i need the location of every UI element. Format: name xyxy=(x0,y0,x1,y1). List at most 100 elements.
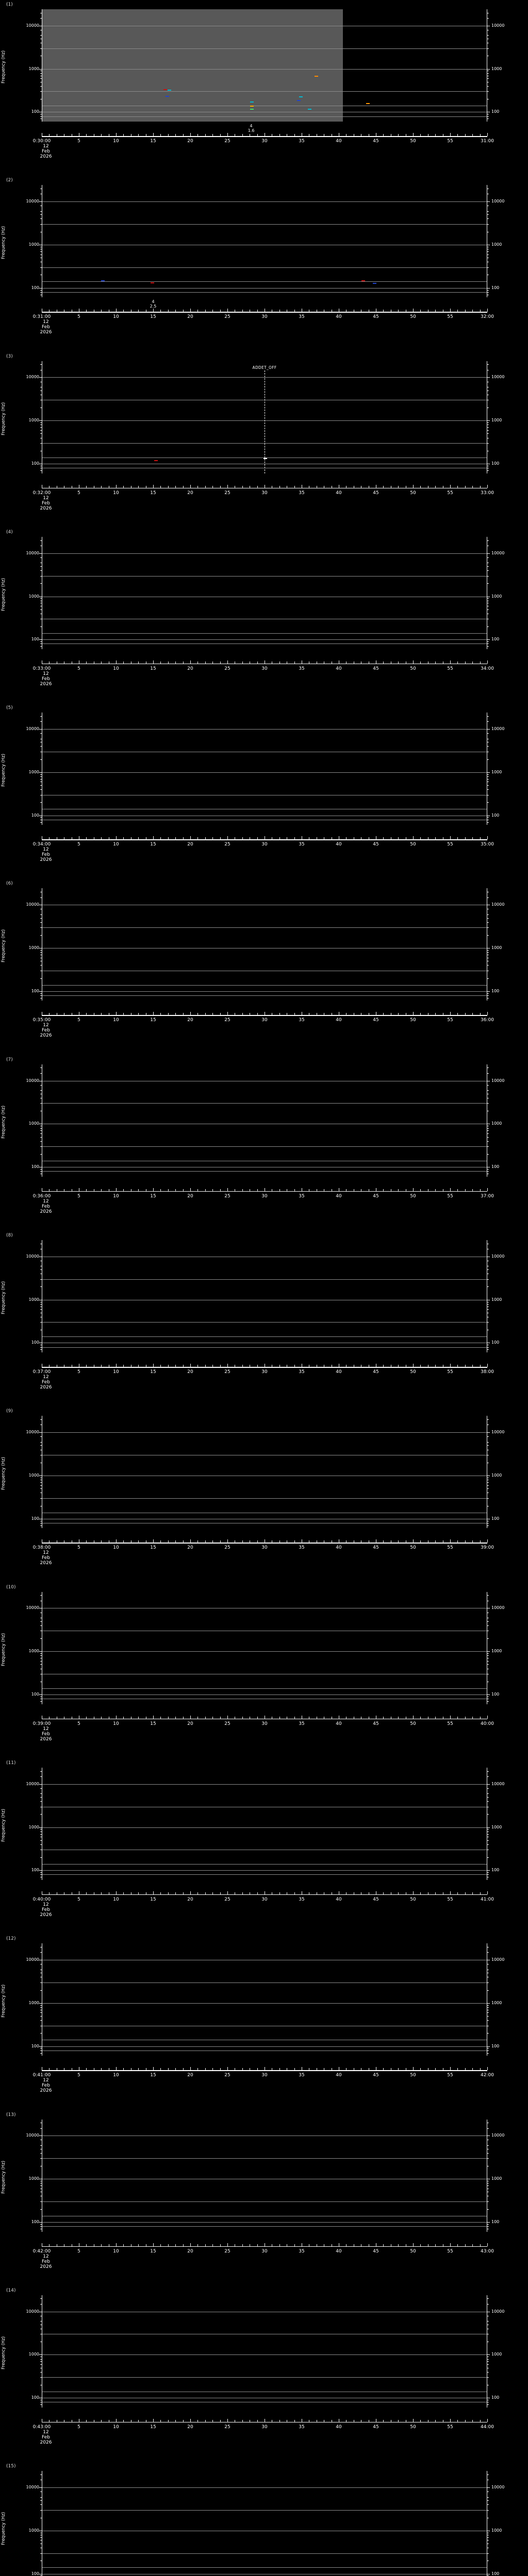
grid-line xyxy=(42,48,487,49)
grid-line xyxy=(42,575,487,577)
x-tick-minor xyxy=(205,661,206,664)
y-tick-minor-right xyxy=(487,290,489,291)
y-axis-title: Frequency (Hz) xyxy=(1,929,6,963)
y-tick-minor-left xyxy=(40,1445,42,1446)
spectrogram-panel: (6) Frequency (Hz) 10000 10000 1000 1000 100 10… xyxy=(0,879,528,1055)
x-tick-minor xyxy=(205,485,206,488)
y-tick-label-left: 1000 xyxy=(28,2000,39,2005)
x-tick-minor xyxy=(420,1013,421,1015)
x-tick-label: 25 xyxy=(224,490,230,496)
x-tick-major xyxy=(116,2418,117,2422)
x-axis-line xyxy=(42,2246,487,2247)
y-tick-minor-right xyxy=(487,1137,489,1138)
date-stack-line: Feb xyxy=(42,1555,50,1561)
x-tick-major xyxy=(450,484,451,488)
x-tick-label: 20 xyxy=(187,1721,193,1726)
y-tick-minor-right xyxy=(487,1771,489,1772)
x-tick-minor xyxy=(398,2068,399,2071)
date-stack-line: Feb xyxy=(42,500,50,506)
y-tick-minor-left xyxy=(40,1349,42,1350)
y-tick-label-right: 1000 xyxy=(491,418,502,423)
x-tick-label: 10 xyxy=(113,842,119,848)
x-tick-label: 5 xyxy=(77,1193,80,1199)
y-tick-minor-left xyxy=(40,1103,42,1104)
y-tick-minor-left xyxy=(40,422,42,423)
y-tick-minor-right xyxy=(487,73,489,74)
x-tick-label: 40 xyxy=(336,314,342,320)
y-tick-minor-right xyxy=(487,1141,489,1142)
x-tick-minor xyxy=(383,134,384,136)
y-tick-label-right: 10000 xyxy=(491,726,505,732)
x-tick-minor xyxy=(160,2419,161,2422)
x-tick-label: 37:00 xyxy=(481,1193,494,1199)
y-tick-minor-left xyxy=(40,733,42,734)
x-axis-line xyxy=(42,839,487,840)
y-tick-minor-left xyxy=(40,118,42,120)
x-tick-minor xyxy=(101,661,102,664)
x-tick-minor xyxy=(205,1189,206,1191)
y-tick-label-right: 10000 xyxy=(491,23,505,28)
y-tick-minor-right xyxy=(487,2053,489,2054)
detection-marker xyxy=(250,106,254,107)
x-tick-minor xyxy=(420,837,421,840)
y-tick-minor-right xyxy=(487,785,489,786)
y-tick-minor-right xyxy=(487,48,489,49)
y-tick-minor-right xyxy=(487,2298,489,2299)
x-axis-line xyxy=(42,2070,487,2071)
y-tick-minor-left xyxy=(40,1073,42,1074)
y-tick-label-right: 10000 xyxy=(491,902,505,907)
x-tick-major xyxy=(487,1188,488,1191)
x-tick-minor xyxy=(398,1189,399,1191)
y-tick-minor-right xyxy=(487,2377,489,2378)
y-tick-mark-left xyxy=(39,2046,42,2047)
x-tick-label: 33:00 xyxy=(481,490,494,496)
y-tick-minor-left xyxy=(40,470,42,471)
grid-line xyxy=(42,1827,487,1828)
y-tick-minor-left xyxy=(40,978,42,979)
x-tick-minor xyxy=(480,837,481,840)
x-tick-label: 5 xyxy=(77,666,80,671)
x-tick-minor xyxy=(220,134,221,136)
grid-line xyxy=(42,1688,487,1689)
y-tick-minor-left xyxy=(40,2209,42,2210)
y-tick-minor-left xyxy=(40,950,42,951)
y-tick-minor-right xyxy=(487,2500,489,2501)
y-axis-title: Frequency (Hz) xyxy=(1,1457,6,1490)
x-tick-label: 30 xyxy=(261,1896,268,1902)
date-stack-label: 12 Feb 2026 xyxy=(40,847,52,862)
y-tick-minor-left xyxy=(40,1664,42,1665)
grid-line xyxy=(42,2377,487,2378)
y-axis-title: Frequency (Hz) xyxy=(1,1985,6,2018)
y-tick-minor-right xyxy=(487,746,489,747)
x-tick-minor xyxy=(257,2419,258,2422)
x-tick-major xyxy=(227,133,228,136)
x-tick-label: 45 xyxy=(373,1896,379,1902)
x-tick-minor xyxy=(183,1892,184,1894)
x-tick-label: 45 xyxy=(373,1193,379,1199)
x-tick-label: 15 xyxy=(150,2248,156,2254)
x-tick-label: 41:00 xyxy=(481,1896,494,1902)
x-tick-minor xyxy=(257,485,258,488)
y-tick-label-right: 10000 xyxy=(491,550,505,555)
x-tick-major xyxy=(153,1012,154,1015)
x-tick-label: 35 xyxy=(299,1545,305,1551)
y-tick-mark-left xyxy=(39,420,42,421)
x-tick-minor xyxy=(435,1365,436,1367)
y-tick-minor-left xyxy=(40,774,42,775)
x-tick-minor xyxy=(383,1540,384,1543)
y-tick-mark-right xyxy=(487,1870,490,1871)
x-tick-minor xyxy=(294,2068,295,2071)
x-tick-label: 50 xyxy=(410,1896,416,1902)
x-tick-minor xyxy=(86,1892,87,1894)
x-tick-minor xyxy=(420,661,421,664)
date-stack-line: Feb xyxy=(42,1907,50,1912)
y-tick-mark-right xyxy=(487,420,490,421)
y-tick-minor-left xyxy=(40,1788,42,1789)
grid-line xyxy=(42,2487,487,2488)
y-tick-minor-right xyxy=(487,1436,489,1437)
x-tick-minor xyxy=(257,1189,258,1191)
x-tick-major xyxy=(190,1715,191,1719)
x-tick-label: 10 xyxy=(113,1193,119,1199)
y-tick-minor-right xyxy=(487,1701,489,1702)
y-tick-minor-right xyxy=(487,598,489,599)
